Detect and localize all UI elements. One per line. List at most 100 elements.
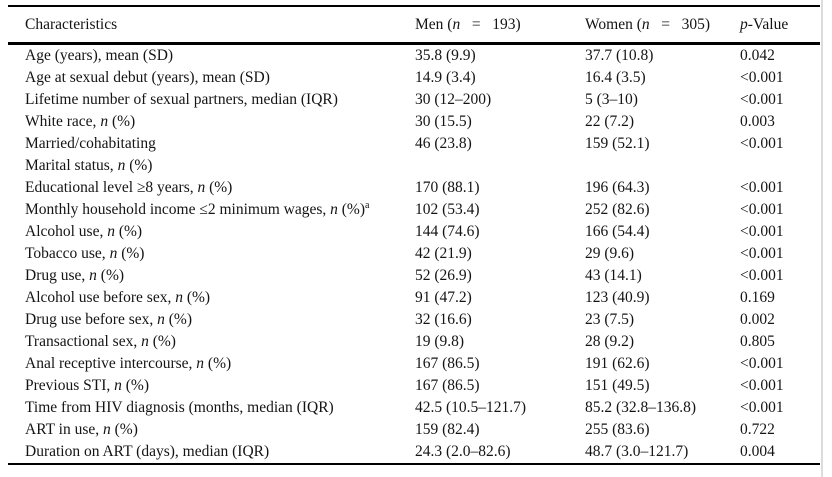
cell-p-value: <0.001: [740, 267, 784, 284]
cell-men: 170 (88.1): [415, 179, 480, 196]
cell-women: 123 (40.9): [585, 289, 650, 306]
table-row: Previous STI, n (%) 167 (86.5) 151 (49.5) <…: [8, 375, 820, 397]
cell-p-value: <0.001: [740, 179, 784, 196]
cell-women: 23 (7.5): [585, 311, 635, 328]
cell-men: 42 (21.9): [415, 245, 472, 262]
cell-men: 30 (12–200): [415, 91, 492, 108]
cell-women: 5 (3–10): [585, 91, 638, 108]
cell-label: Educational level ≥8 years, n (%): [25, 179, 233, 196]
cell-p-value: <0.001: [740, 355, 784, 372]
cell-women: 29 (9.6): [585, 245, 635, 262]
cell-women: 28 (9.2): [585, 333, 635, 350]
cell-label: Drug use before sex, n (%): [25, 311, 193, 328]
scan-edge-artifact: [821, 0, 823, 477]
cell-men: 159 (82.4): [415, 421, 480, 438]
cell-men: 167 (86.5): [415, 355, 480, 372]
cell-label: Married/cohabitating: [25, 135, 156, 152]
cell-label: Drug use, n (%): [25, 267, 125, 284]
cell-men: 52 (26.9): [415, 267, 472, 284]
cell-women: 191 (62.6): [585, 355, 650, 372]
cell-men: 35.8 (9.9): [415, 47, 476, 64]
table-row: Drug use before sex, n (%) 32 (16.6) 23 (7…: [8, 309, 820, 331]
table-row: Age at sexual debut (years), mean (SD) 14…: [8, 67, 820, 89]
table-row: Tobacco use, n (%) 42 (21.9) 29 (9.6) <0.00…: [8, 243, 820, 265]
cell-p-value: 0.805: [740, 333, 775, 350]
cell-p-value: 0.004: [740, 443, 775, 460]
cell-p-value: [740, 155, 820, 177]
cell-men: [415, 155, 585, 177]
cell-label: Alcohol use before sex, n (%): [25, 289, 211, 306]
cell-label: Lifetime number of sexual partners, medi…: [25, 91, 338, 108]
table-row: Marital status, n (%): [8, 155, 820, 177]
cell-p-value: 0.169: [740, 289, 775, 306]
column-header-men: Men (n = 193): [415, 6, 585, 45]
cell-label: Tobacco use, n (%): [25, 245, 145, 262]
cell-men: 102 (53.4): [415, 201, 480, 218]
table-row: Married/cohabitating 46 (23.8) 159 (52.1) <…: [8, 133, 820, 155]
cell-label: Age (years), mean (SD): [25, 47, 174, 64]
cell-men: 144 (74.6): [415, 223, 480, 240]
cell-p-value: 0.002: [740, 311, 775, 328]
cell-women: 151 (49.5): [585, 377, 650, 394]
cell-men: 14.9 (3.4): [415, 69, 476, 86]
cell-women: 196 (64.3): [585, 179, 650, 196]
cell-label: Time from HIV diagnosis (months, median …: [25, 399, 334, 416]
table-row: Anal receptive intercourse, n (%) 167 (86…: [8, 353, 820, 375]
table-row: Time from HIV diagnosis (months, median …: [8, 397, 820, 419]
cell-men: 32 (16.6): [415, 311, 472, 328]
cell-p-value: 0.722: [740, 421, 775, 438]
column-header-women: Women (n = 305): [585, 6, 740, 45]
cell-p-value: <0.001: [740, 91, 784, 108]
cell-label: Age at sexual debut (years), mean (SD): [25, 69, 270, 86]
cell-label: Transactional sex, n (%): [25, 333, 176, 350]
characteristics-table: Characteristics Men (n = 193) Women (n =…: [8, 5, 820, 465]
cell-p-value: <0.001: [740, 135, 784, 152]
cell-women: 37.7 (10.8): [585, 47, 654, 64]
cell-label: Duration on ART (days), median (IQR): [25, 443, 270, 460]
cell-label: Previous STI, n (%): [25, 377, 149, 394]
cell-p-value: <0.001: [740, 69, 784, 86]
cell-women: [585, 155, 740, 177]
cell-label: White race, n (%): [25, 113, 136, 130]
cell-label: Anal receptive intercourse, n (%): [25, 355, 232, 372]
table-row: Alcohol use before sex, n (%) 91 (47.2) 12…: [8, 287, 820, 309]
cell-women: 22 (7.2): [585, 113, 635, 130]
cell-label: Marital status, n (%): [25, 157, 153, 174]
cell-women: 16.4 (3.5): [585, 69, 646, 86]
cell-label: Alcohol use, n (%): [25, 223, 143, 240]
cell-men: 46 (23.8): [415, 135, 472, 152]
cell-men: 42.5 (10.5–121.7): [415, 399, 527, 416]
table-row: White race, n (%) 30 (15.5) 22 (7.2) 0.003: [8, 111, 820, 133]
table-row: Lifetime number of sexual partners, medi…: [8, 89, 820, 111]
table-row: Alcohol use, n (%) 144 (74.6) 166 (54.4) <0…: [8, 221, 820, 243]
table-row: Educational level ≥8 years, n (%) 170 (88…: [8, 177, 820, 199]
table-row: ART in use, n (%) 159 (82.4) 255 (83.6) 0.7…: [8, 419, 820, 441]
table-row: Transactional sex, n (%) 19 (9.8) 28 (9.2)…: [8, 331, 820, 353]
cell-women: 159 (52.1): [585, 135, 650, 152]
cell-label: Monthly household income ≤2 minimum wage…: [25, 199, 370, 218]
cell-women: 85.2 (32.8–136.8): [585, 399, 697, 416]
cell-men: 24.3 (2.0–82.6): [415, 443, 511, 460]
cell-p-value: <0.001: [740, 377, 784, 394]
cell-p-value: 0.003: [740, 113, 775, 130]
cell-women: 48.7 (3.0–121.7): [585, 443, 689, 460]
cell-p-value: <0.001: [740, 201, 784, 218]
cell-men: 30 (15.5): [415, 113, 472, 130]
table-row: Age (years), mean (SD) 35.8 (9.9) 37.7 (10…: [8, 44, 820, 68]
table-row: Drug use, n (%) 52 (26.9) 43 (14.1) <0.001: [8, 265, 820, 287]
table-body: Age (years), mean (SD) 35.8 (9.9) 37.7 (10…: [8, 44, 820, 465]
cell-women: 252 (82.6): [585, 201, 650, 218]
cell-p-value: 0.042: [740, 47, 775, 64]
table-row: Duration on ART (days), median (IQR) 24.3…: [8, 441, 820, 464]
cell-women: 255 (83.6): [585, 421, 650, 438]
cell-men: 91 (47.2): [415, 289, 472, 306]
cell-women: 43 (14.1): [585, 267, 642, 284]
header-row: Characteristics Men (n = 193) Women (n =…: [8, 6, 820, 45]
cell-women: 166 (54.4): [585, 223, 650, 240]
cell-label: ART in use, n (%): [25, 421, 138, 438]
table-row: Monthly household income ≤2 minimum wage…: [8, 199, 820, 221]
column-header-p-value: p-Value: [740, 6, 820, 45]
cell-p-value: <0.001: [740, 399, 784, 416]
cell-p-value: <0.001: [740, 223, 784, 240]
